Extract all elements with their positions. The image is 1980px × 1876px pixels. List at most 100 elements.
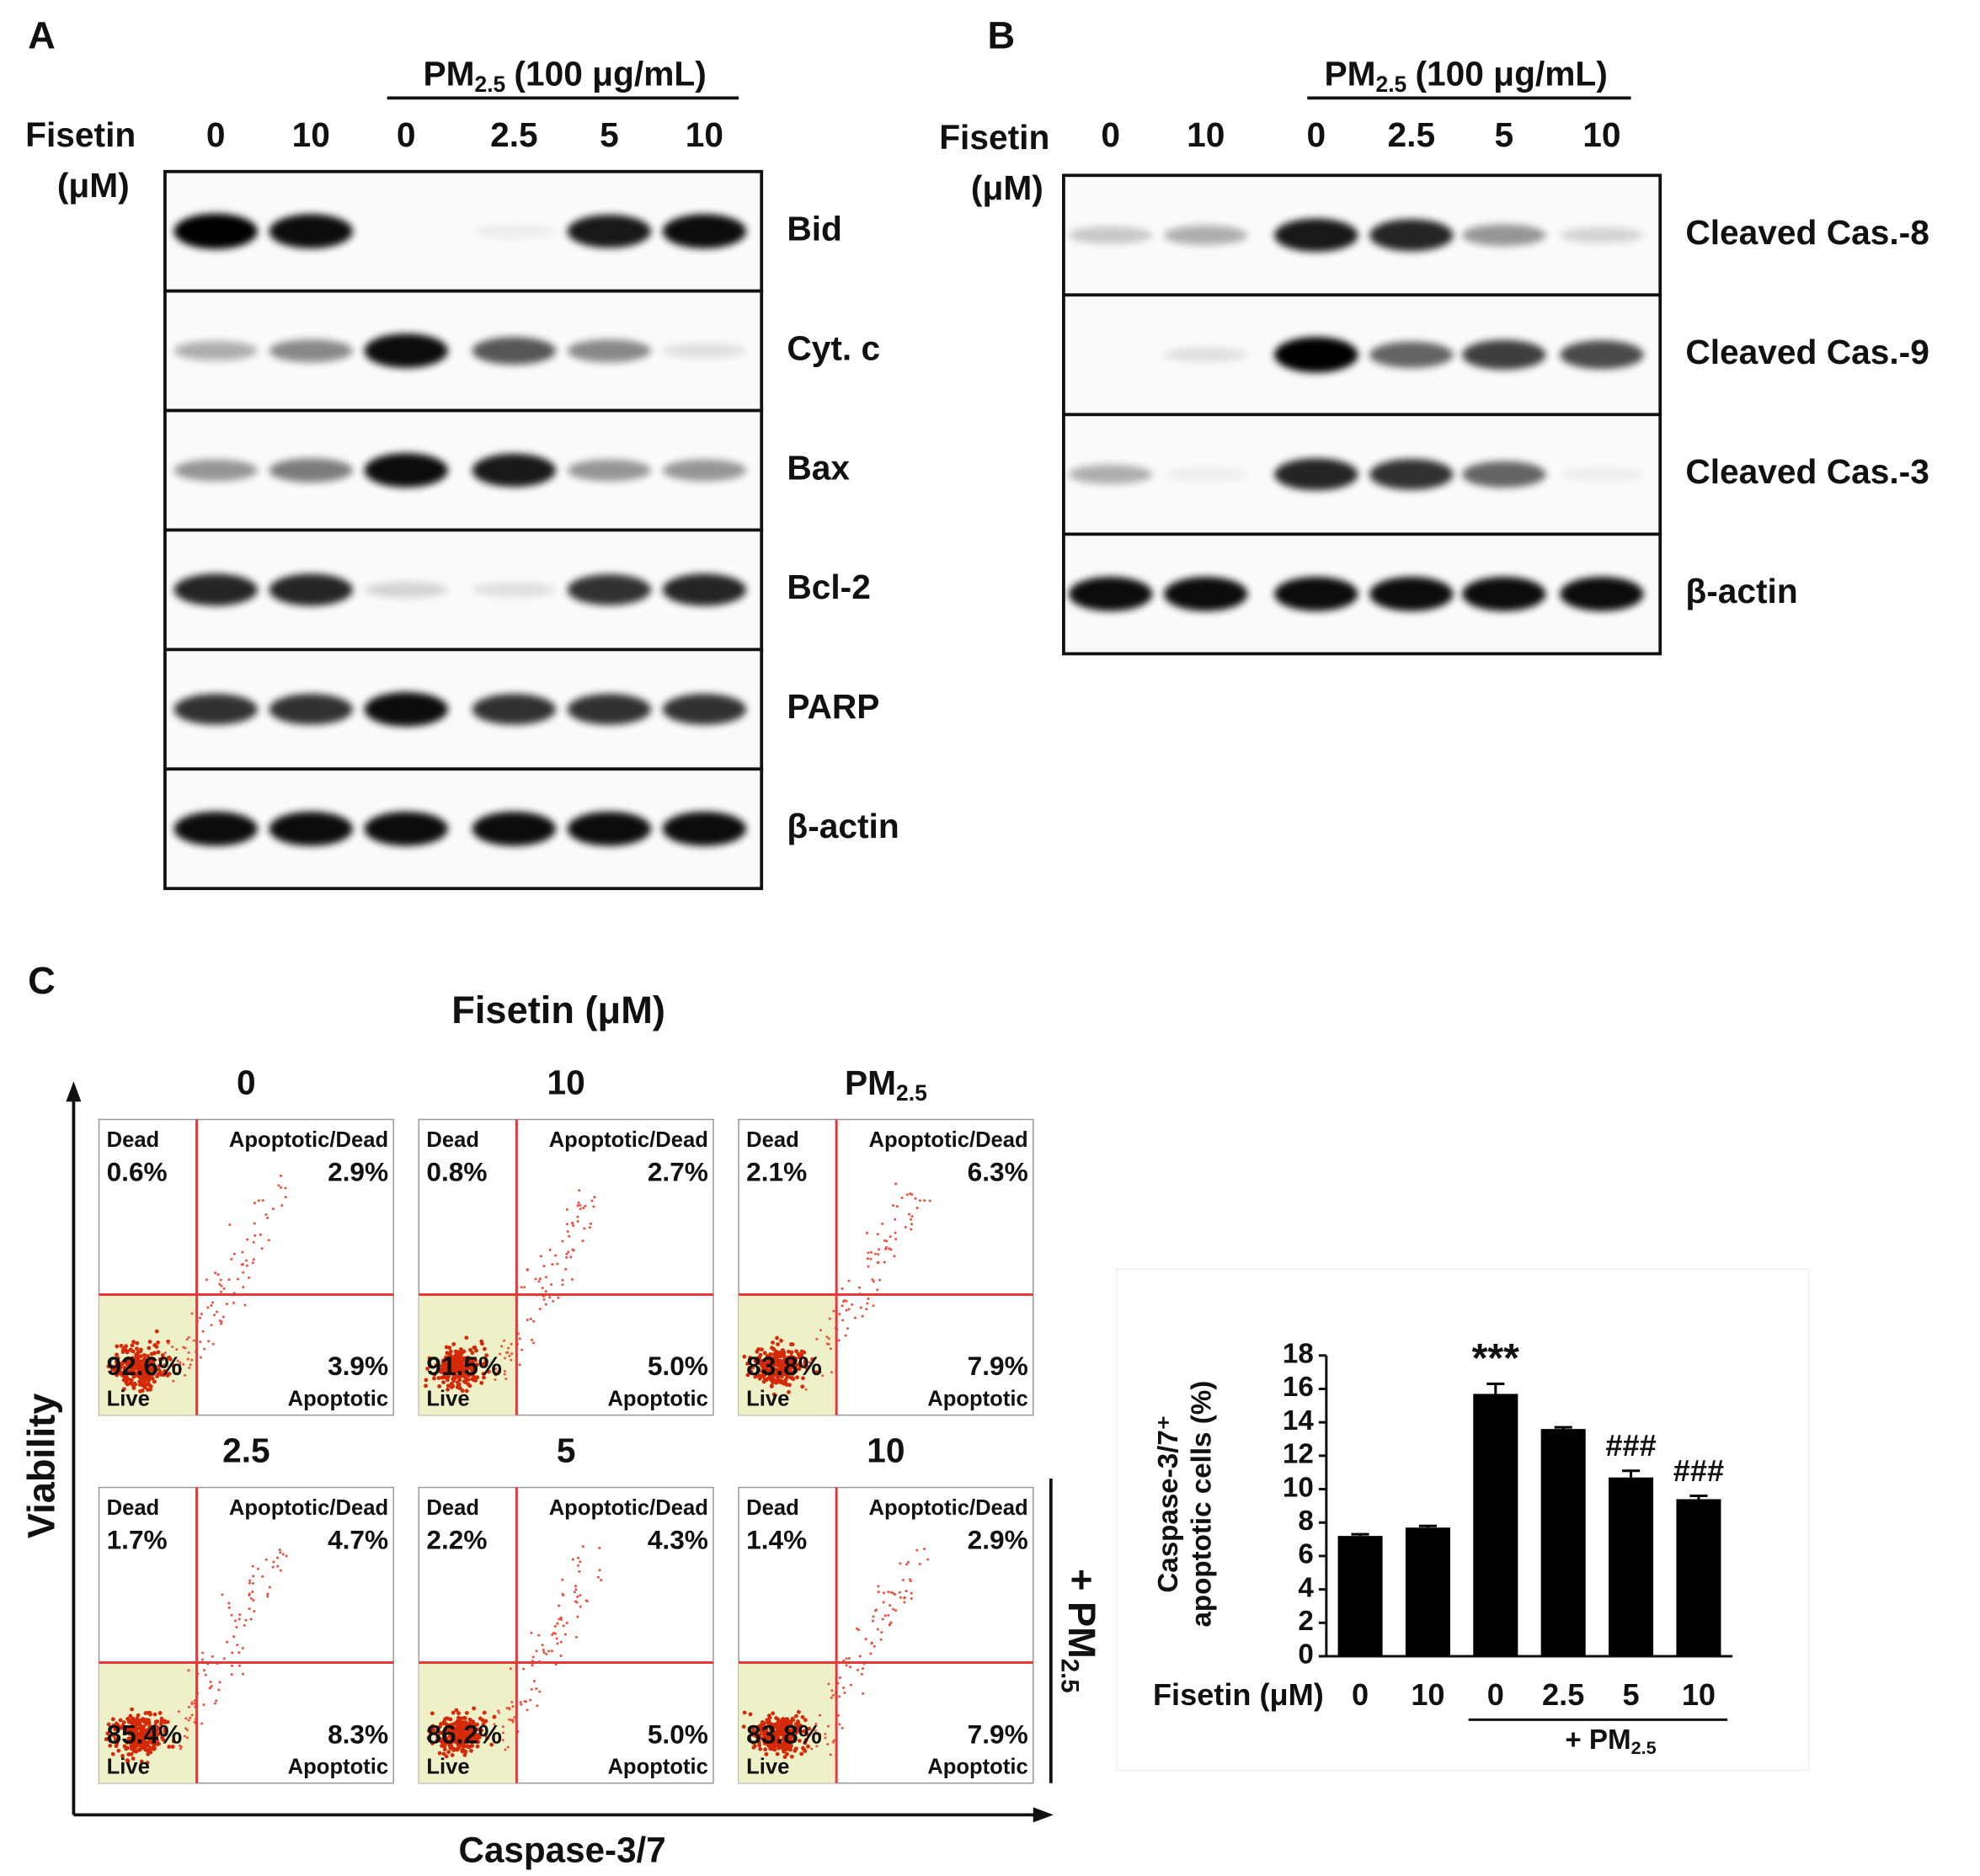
cell-dot [478,1727,483,1732]
cell-dot [876,1288,879,1292]
cell-dot [894,1218,897,1221]
cell-dot [579,1207,582,1211]
cell-dot [898,1591,901,1594]
cell-dot [147,1373,152,1378]
cell-dot [796,1709,801,1714]
cell-dot [190,1713,194,1717]
cell-dot [457,1374,462,1379]
cell-dot [909,1192,912,1196]
cell-dot [147,1710,152,1715]
cell-dot [104,1737,109,1741]
cell-dot [531,1341,535,1345]
cell-dot [771,1392,777,1397]
cell-dot [430,1711,435,1716]
cell-dot [782,1350,787,1355]
cell-dot [451,1342,456,1346]
cell-dot [179,1361,182,1364]
dose-label: Fisetin [25,115,136,154]
cell-dot [537,1634,541,1637]
cell-dot [790,1362,795,1367]
band-label: Cleaved Cas.-8 [1685,213,1929,252]
blot-band [364,453,448,488]
cell-dot [152,1728,157,1733]
blot-band [1274,337,1358,373]
cell-dot [849,1683,852,1687]
x-tick-label: 0 [1487,1677,1504,1712]
cell-dot [134,1363,138,1368]
cell-dot [254,1234,257,1237]
cell-dot [138,1740,143,1745]
cell-dot [526,1319,529,1322]
cell-dot [168,1356,173,1362]
cell-dot [865,1308,868,1311]
cell-dot [826,1743,830,1746]
y-tick-label: 16 [1283,1372,1314,1403]
cell-dot [251,1591,254,1594]
cell-dot [464,1388,469,1394]
cell-dot [532,1319,536,1323]
cell-dot [179,1363,182,1367]
cell-dot [193,1702,196,1705]
cell-dot [598,1569,601,1572]
cell-dot [199,1356,202,1359]
cell-dot [910,1591,913,1595]
cell-dot [280,1204,284,1207]
cell-dot [842,1300,846,1303]
cell-dot [141,1380,147,1385]
cell-dot [907,1560,910,1564]
cell-dot [510,1358,513,1362]
bar [1609,1477,1654,1656]
y-tick-label: 8 [1298,1506,1313,1537]
scatter-dots [426,1545,603,1759]
cell-dot [465,1371,470,1376]
blot-band [1369,341,1454,368]
cell-dot [568,1234,571,1238]
cell-dot [483,1357,488,1362]
cell-dot [910,1228,913,1231]
cell-dot [576,1596,579,1599]
cell-dot [248,1579,252,1582]
cell-dot [134,1352,139,1357]
cell-dot [276,1564,280,1568]
cell-dot [860,1672,863,1676]
cell-dot [285,1554,288,1558]
cell-dot [198,1316,201,1319]
blot-band [173,811,258,846]
cell-dot [837,1339,841,1342]
cell-dot [236,1644,239,1647]
significance: ### [1673,1453,1724,1488]
cell-dot [760,1374,765,1379]
scatter-dots [424,1189,596,1394]
cell-dot [450,1753,455,1757]
cell-dot [142,1744,147,1749]
cell-dot [147,1340,152,1344]
cell-dot [894,1231,897,1234]
cell-dot [579,1203,582,1207]
cell-dot [542,1648,545,1652]
cell-dot [772,1367,777,1372]
quadrant-percent: 4.7% [328,1525,388,1555]
cell-dot [190,1312,194,1315]
cell-dot [780,1372,785,1377]
cell-dot [772,1355,777,1360]
cell-dot [442,1747,447,1752]
blot-band [662,573,747,606]
band-label: Bid [787,209,842,248]
cell-dot [842,1687,846,1690]
cell-dot [908,1212,911,1216]
side-label: + PM2.5 [1056,1569,1103,1693]
text-part: (100 μg/mL) [514,54,706,93]
blot-band [1163,225,1248,245]
blot-band [1274,218,1358,253]
cell-dot [782,1365,787,1370]
cell-dot [111,1734,116,1738]
cell-dot [471,1378,476,1383]
lane-label: 5 [1495,115,1514,154]
blot-band [472,811,557,846]
cell-dot [131,1756,136,1761]
cell-dot [115,1741,119,1746]
cell-dot [440,1375,445,1380]
cell-dot [843,1691,846,1694]
blot-band [364,581,448,599]
cell-dot [143,1711,148,1715]
